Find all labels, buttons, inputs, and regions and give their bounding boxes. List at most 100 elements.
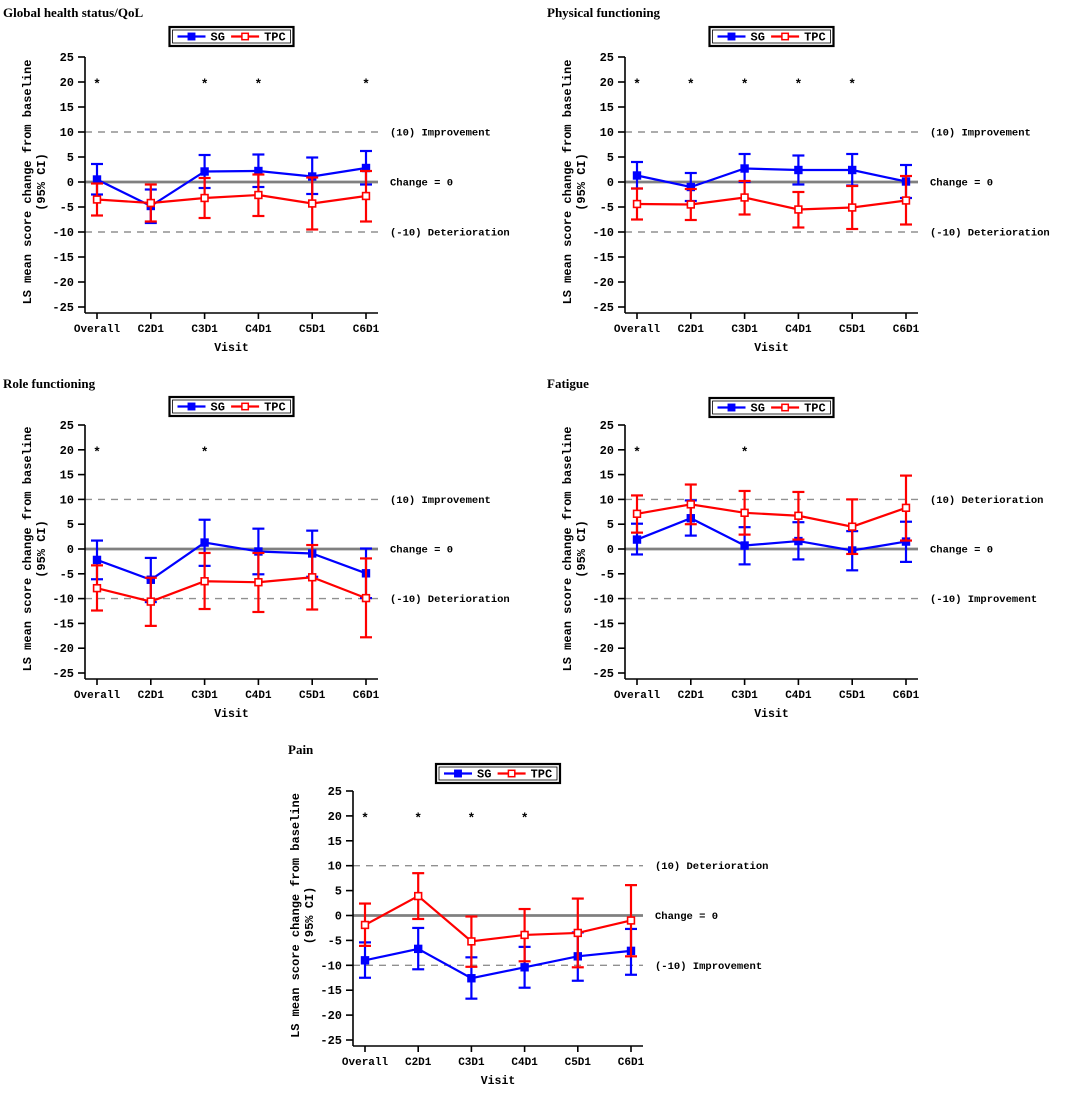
data-point-marker [307,199,317,208]
data-point-marker [632,535,642,544]
data-point-marker [520,930,529,940]
data-point-marker [414,891,423,901]
reference-lines: (10) Deterioration Change = 0 (-10) Improv… [625,495,1043,606]
svg-text:*: * [741,77,749,92]
y-tick-label: 20 [600,444,614,458]
reference-line-label: (10) Deterioration [930,495,1043,507]
legend: SG TPC [434,762,562,785]
chart-cell-pain: Pain (10) Deterioration Change = 0 (-10) I… [268,728,828,1095]
reference-line-label: (10) Improvement [390,128,491,140]
x-tick-label: C4D1 [245,324,272,336]
series-SG [91,518,372,604]
data-point-marker [254,190,263,200]
chart-svg-1: (10) Improvement Change = 0 (-10) Deterior… [561,25,1050,355]
legend-marker-SG [454,769,462,778]
x-tick-label: C6D1 [893,324,920,336]
x-tick-label: C5D1 [299,324,326,336]
x-tick-label: Overall [74,324,121,336]
x-tick-label: C5D1 [839,324,866,336]
data-point-marker [92,583,102,593]
y-tick-label: 10 [600,126,614,140]
svg-text:*: * [201,445,209,460]
x-tick-label: C2D1 [138,690,165,702]
reference-lines: (10) Improvement Change = 0 (-10) Deterior… [85,128,510,240]
y-tick-label: -10 [592,226,614,240]
y-tick-label: -5 [328,934,342,948]
legend-marker-TPC [241,402,250,411]
y-tick-label: 10 [60,493,74,507]
y-tick-label: -5 [60,568,74,582]
y-tick-label: 5 [607,151,614,165]
significance-asterisks: * * * * [93,77,370,92]
chart-cell-fatigue: Fatigue (10) Deterioration Change = 0 (-10… [540,362,1080,728]
x-axis-title: Visit [754,342,789,355]
legend-label-TPC: TPC [264,401,286,415]
data-point-marker [847,165,857,175]
y-tick-label: 5 [67,518,74,532]
x-tick-label: C3D1 [458,1057,485,1069]
significance-asterisks: * * [93,445,208,460]
y-tick-label: 15 [60,101,74,115]
series-SG [91,149,372,225]
reference-line-label: (10) Improvement [390,495,491,507]
x-tick-label: C4D1 [785,324,812,336]
y-tick-label: -20 [592,276,614,290]
data-point-marker [794,165,803,175]
y-tick-label: 0 [67,176,74,190]
data-point-marker [740,541,749,550]
y-tick-label: 15 [600,469,614,483]
y-tick-label: 15 [60,469,74,483]
reference-lines: (10) Deterioration Change = 0 (-10) Improv… [353,861,768,973]
x-tick-label: C2D1 [678,690,705,702]
y-tick-label: 20 [600,76,614,90]
x-tick-label: C2D1 [678,324,705,336]
y-axis-title: LS mean score change from baseline(95% C… [21,427,49,672]
reference-line-label: (10) Improvement [930,128,1031,140]
legend-marker-TPC [781,403,790,412]
y-tick-label: -5 [600,201,614,215]
svg-text:*: * [687,77,695,92]
x-tick-label: C3D1 [731,690,758,702]
legend-label-SG: SG [211,401,225,415]
data-point-marker [92,555,102,565]
legend-marker-SG [187,32,196,41]
series-TPC [631,474,912,556]
y-tick-label: 25 [60,419,74,433]
reference-line-label: (-10) Deterioration [390,228,510,240]
chart-cell-role-functioning: Role functioning (10) Improvement Change … [0,362,540,728]
y-tick-label: -20 [52,642,74,656]
data-point-marker [92,195,102,204]
data-point-marker [307,573,317,582]
reference-line-label: (-10) Improvement [655,961,762,973]
x-tick-label: Overall [342,1057,389,1069]
data-point-marker [794,511,803,520]
data-point-marker [632,171,642,180]
y-tick-label: 25 [600,51,614,65]
x-tick-label: Overall [74,690,121,702]
y-axis-title: LS mean score change from baseline(95% C… [289,793,317,1038]
reference-line-label: Change = 0 [390,178,453,190]
y-tick-label: -5 [600,568,614,582]
series-SG [631,152,912,203]
series-TPC [631,174,912,231]
legend-marker-TPC [507,769,516,778]
data-point-marker [847,203,857,212]
legend: SG TPC [708,25,835,48]
y-tick-label: 5 [607,518,614,532]
x-tick-label: C6D1 [618,1057,645,1069]
x-tick-label: Overall [614,324,661,336]
series-TPC [91,543,372,639]
y-tick-label: 0 [335,910,342,924]
x-tick-label: C4D1 [785,690,812,702]
significance-asterisks: * * * * * [633,77,856,92]
chart-svg-4: (10) Deterioration Change = 0 (-10) Improv… [289,762,768,1088]
data-point-marker [686,200,695,209]
x-tick-label: Overall [614,690,661,702]
data-point-marker [414,944,423,954]
reference-line-label: Change = 0 [930,178,993,190]
